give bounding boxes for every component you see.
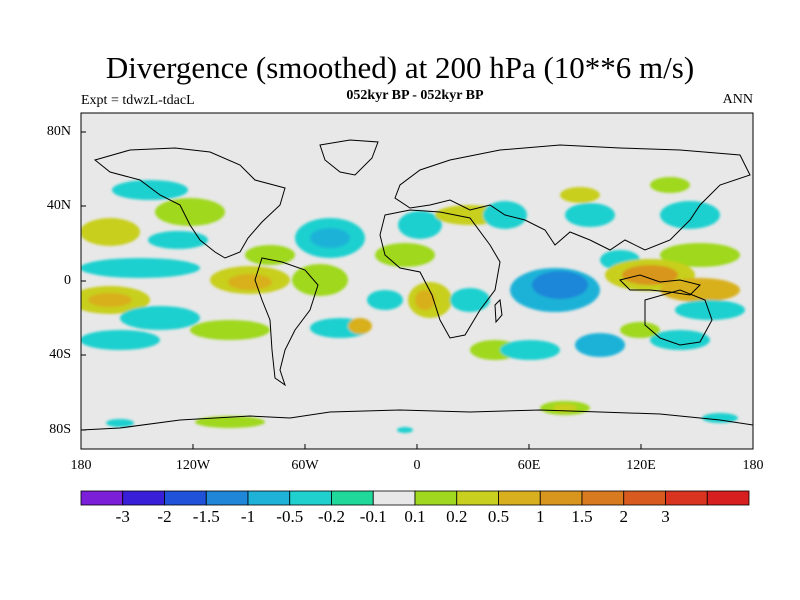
lon-label: 60E [517, 458, 541, 473]
colorbar-swatch [80, 490, 124, 506]
colorbar-swatch [706, 490, 750, 506]
field-patch [560, 187, 600, 203]
field-patch [660, 278, 740, 302]
colorbar-swatch [331, 490, 374, 506]
field-patch [155, 198, 225, 226]
field-patch [195, 416, 265, 428]
field-patch [81, 218, 140, 246]
lon-label: 60W [291, 458, 319, 473]
colorbar-label: 0.2 [446, 507, 468, 526]
colorbar-swatch [164, 490, 207, 506]
colorbar-label: 2 [619, 507, 629, 526]
colorbar-swatch [498, 490, 541, 506]
season-label: ANN [722, 92, 753, 107]
lat-label: 0 [64, 273, 71, 288]
coastline-madagascar [494, 298, 503, 324]
lat-label: 80N [46, 124, 71, 139]
divergence-field [81, 177, 745, 433]
coastline-north-america [93, 147, 286, 259]
colorbar-swatch [665, 490, 708, 506]
colorbar-swatch [289, 490, 332, 506]
colorbar-label: -1.5 [192, 507, 220, 526]
field-patch [81, 258, 200, 278]
coastline-greenland [319, 139, 379, 176]
field-patch [148, 231, 208, 249]
field-patch [500, 340, 560, 360]
field-patch [415, 290, 435, 310]
colorbar-swatch [581, 490, 625, 506]
coastline-africa [379, 209, 501, 339]
field-patch [348, 318, 372, 334]
colorbar-label: 1.5 [571, 507, 593, 526]
field-patch [660, 201, 720, 229]
field-patch [553, 404, 577, 412]
lon-label: 180 [742, 458, 764, 473]
field-patch [532, 271, 588, 299]
lon-label: 120W [175, 458, 211, 473]
colorbar-swatch [205, 490, 249, 506]
map-ticks [80, 131, 754, 449]
colorbar-swatch [122, 490, 165, 506]
field-patch [650, 177, 690, 193]
field-patch [367, 290, 403, 310]
coastline-antarctica [81, 409, 753, 431]
colorbar-label: -1 [240, 507, 256, 526]
field-patch [450, 288, 490, 312]
coastline-eurasia [394, 144, 751, 251]
colorbar-swatch [456, 490, 499, 506]
field-patch [228, 274, 272, 290]
colorbar-label: 0.5 [487, 507, 510, 526]
field-patch [650, 330, 710, 350]
field-patch [292, 264, 348, 296]
field-patch [88, 293, 132, 307]
colorbar-swatch [247, 490, 291, 506]
colorbar-swatch [372, 490, 416, 506]
field-patch [702, 413, 738, 423]
chart-title: Divergence (smoothed) at 200 hPa (10**6 … [105, 50, 695, 85]
field-patch [675, 300, 745, 320]
colorbar-label: -0.1 [359, 507, 387, 526]
field-patch [112, 180, 188, 200]
coastlines [81, 139, 753, 431]
lat-label: 40N [46, 198, 71, 213]
field-patch [622, 265, 678, 285]
colorbar-swatch [539, 490, 583, 506]
field-patch [575, 333, 625, 357]
field-patch [620, 322, 660, 338]
experiment-label: Expt = tdwzL-tdacL [81, 93, 195, 108]
field-patch [375, 243, 435, 267]
colorbar-swatch [414, 490, 458, 506]
coastline-maritime-continent [619, 274, 701, 296]
lat-label: 40S [49, 347, 71, 362]
field-patch [565, 203, 615, 227]
colorbar-swatch [623, 490, 666, 506]
field-patch [106, 419, 134, 427]
field-patch [310, 228, 350, 248]
period-label: 052kyr BP - 052kyr BP [346, 88, 484, 103]
field-patch [398, 211, 442, 239]
colorbar-label: -2 [157, 507, 172, 526]
colorbar-label: 3 [661, 507, 670, 526]
lat-label: 80S [49, 422, 71, 437]
lon-label: 120E [626, 458, 656, 473]
colorbar-label: 1 [536, 507, 545, 526]
field-patch [245, 245, 295, 265]
coastline-south-america [254, 257, 319, 387]
colorbar-label: -0.5 [276, 507, 304, 526]
field-patch [120, 306, 200, 330]
colorbar-label: 0.1 [404, 507, 426, 526]
colorbar-label: -3 [115, 507, 130, 526]
field-patch [81, 330, 160, 350]
field-patch [190, 320, 270, 340]
lon-label: 0 [413, 458, 421, 473]
colorbar-label: -0.2 [318, 507, 345, 526]
coastline-australia [644, 289, 713, 346]
lon-label: 180 [70, 458, 92, 473]
field-patch [397, 427, 413, 433]
field-patch [660, 243, 740, 267]
